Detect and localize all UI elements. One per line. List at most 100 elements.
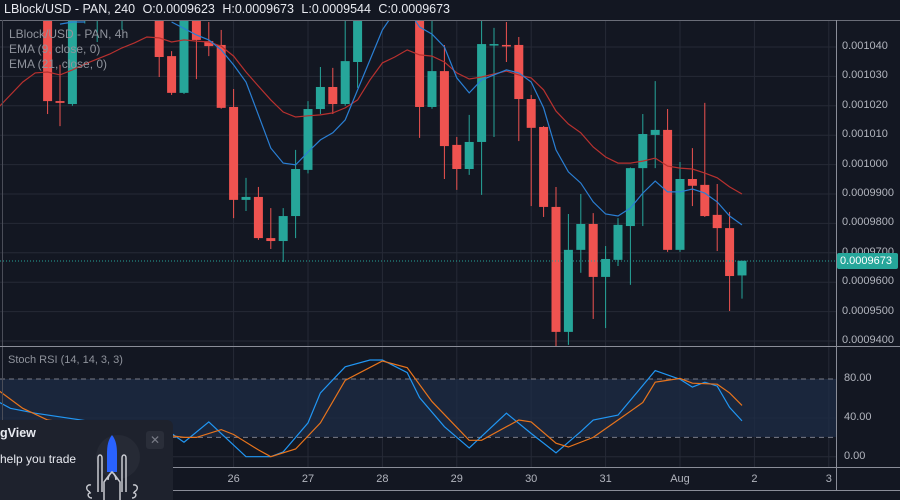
ema-9-line bbox=[171, 21, 743, 226]
candle-down bbox=[328, 67, 338, 115]
candle-up bbox=[489, 27, 499, 137]
price-tick-label: 0.0009500 bbox=[842, 304, 894, 317]
candle-body bbox=[687, 179, 697, 186]
candle-down bbox=[43, 21, 53, 115]
candle-up bbox=[96, 21, 98, 43]
candle-up bbox=[464, 114, 474, 175]
candle-down bbox=[700, 102, 710, 217]
stoch-tick-label: 80.00 bbox=[844, 372, 872, 385]
candle-body bbox=[452, 144, 462, 170]
candle-body bbox=[576, 223, 586, 250]
candle-body bbox=[43, 21, 53, 102]
candle-body bbox=[700, 184, 710, 217]
price-tick-label: 0.001010 bbox=[842, 128, 888, 141]
legend-ema-21[interactable]: EMA (21, close, 0) bbox=[9, 57, 108, 71]
popup-close-button[interactable]: ✕ bbox=[146, 431, 164, 449]
candle-up bbox=[353, 21, 363, 88]
price-tick-label: 0.0009600 bbox=[842, 275, 894, 288]
candle-up bbox=[613, 218, 623, 267]
ohlc-header: LBlock/USD - PAN, 240 O:0.0009623 H:0.00… bbox=[4, 2, 454, 16]
stoch-tick-label: 40.00 bbox=[844, 411, 872, 424]
candle-body bbox=[526, 99, 536, 128]
candle-body bbox=[253, 196, 263, 239]
symbol-interval[interactable]: LBlock/USD - PAN, 240 bbox=[4, 2, 136, 16]
legend-ema-9[interactable]: EMA (9, close, 0) bbox=[9, 42, 101, 56]
candle-body bbox=[229, 106, 239, 200]
candle-body bbox=[278, 216, 288, 242]
legend-stoch-rsi[interactable]: Stoch RSI (14, 14, 3, 3) bbox=[8, 354, 123, 366]
close-value: C:0.0009673 bbox=[378, 2, 451, 16]
candle-down bbox=[204, 22, 214, 57]
candle-up bbox=[737, 260, 747, 299]
promo-popup[interactable]: gView help you trade ✕ bbox=[0, 420, 173, 500]
candle-up bbox=[121, 21, 123, 30]
candle-body bbox=[179, 21, 189, 93]
candle-body bbox=[650, 129, 660, 135]
candle-down bbox=[415, 21, 425, 138]
candle-down bbox=[501, 22, 511, 62]
candle-down bbox=[526, 94, 536, 207]
stoch-tick-label: 0.00 bbox=[844, 449, 866, 462]
candle-body bbox=[489, 44, 499, 46]
candle-body bbox=[737, 260, 747, 276]
candle-body bbox=[588, 223, 598, 277]
stoch-lines bbox=[0, 359, 743, 458]
candle-down bbox=[439, 44, 449, 180]
candle-down bbox=[588, 213, 598, 319]
date-tick-label: 3 bbox=[825, 473, 832, 485]
candle-down bbox=[687, 148, 697, 207]
candle-body bbox=[539, 126, 549, 207]
candle-up bbox=[650, 81, 660, 169]
candle-body bbox=[675, 179, 685, 250]
candle-down bbox=[167, 51, 177, 95]
last-price-label: 0.0009673 bbox=[837, 253, 898, 269]
candle-body bbox=[303, 109, 313, 170]
candle-body bbox=[67, 21, 77, 105]
date-tick-label: 31 bbox=[599, 473, 612, 485]
candle-body bbox=[712, 214, 722, 229]
price-tick-label: 0.001030 bbox=[842, 69, 888, 82]
candle-up bbox=[477, 21, 487, 195]
candle-body bbox=[241, 196, 251, 200]
candle-body bbox=[216, 44, 226, 108]
candle-up bbox=[315, 66, 325, 115]
candle-down bbox=[452, 136, 462, 190]
close-icon: ✕ bbox=[149, 433, 161, 447]
candle-down bbox=[514, 37, 524, 142]
candle-body bbox=[551, 206, 561, 332]
candle-down bbox=[253, 186, 263, 240]
candle-body bbox=[154, 21, 164, 57]
candle-body bbox=[477, 44, 487, 142]
legend-series[interactable]: LBlock/USD - PAN, 4h bbox=[9, 27, 129, 41]
candle-body bbox=[315, 86, 325, 110]
candle-up bbox=[638, 114, 648, 227]
date-tick-label: 28 bbox=[376, 473, 389, 485]
candle-body bbox=[353, 21, 363, 62]
candle-body bbox=[514, 44, 524, 100]
candle-body bbox=[563, 249, 573, 332]
candle-down bbox=[191, 21, 201, 80]
candle-body bbox=[725, 228, 735, 277]
candles bbox=[43, 21, 747, 346]
candle-body bbox=[601, 258, 611, 277]
candle-down bbox=[539, 126, 549, 217]
candle-up bbox=[601, 246, 611, 329]
candle-body bbox=[191, 21, 201, 40]
price-tick-label: 0.0009800 bbox=[842, 216, 894, 229]
candle-body bbox=[625, 168, 635, 227]
candle-body bbox=[501, 44, 511, 47]
candle-down bbox=[663, 109, 673, 252]
date-tick-label: 29 bbox=[450, 473, 463, 485]
candle-body bbox=[663, 129, 673, 250]
candle-up bbox=[427, 21, 437, 109]
high-value: H:0.0009673 bbox=[222, 2, 294, 16]
candle-body bbox=[464, 141, 474, 170]
popup-title: gView bbox=[0, 426, 36, 440]
price-tick-label: 0.001000 bbox=[842, 157, 888, 170]
candle-up bbox=[340, 21, 350, 106]
candle-body bbox=[427, 71, 437, 107]
price-tick-label: 0.0009400 bbox=[842, 334, 894, 346]
open-value: O:0.0009623 bbox=[142, 2, 215, 16]
candle-up bbox=[291, 149, 301, 239]
